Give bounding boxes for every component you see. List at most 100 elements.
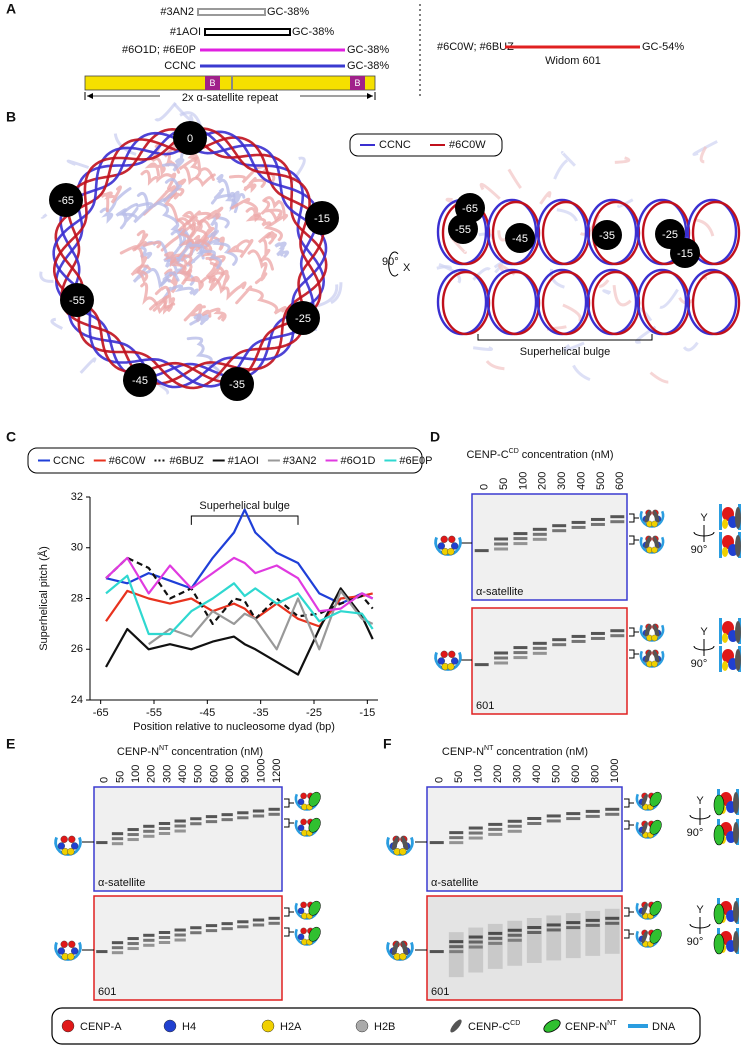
- lane-label: 0: [99, 777, 111, 783]
- histone-icon: [399, 848, 407, 856]
- gel-band: [111, 941, 124, 945]
- protein-trace: [563, 341, 585, 352]
- rotation-axis: Y: [700, 512, 708, 524]
- cenp-c-icon: [644, 623, 651, 637]
- construct-bar: [204, 28, 291, 36]
- histone-icon: [68, 835, 76, 843]
- lane-label: 50: [498, 478, 510, 490]
- legend-text: H2A: [280, 1021, 302, 1033]
- dna-trace: [52, 130, 319, 388]
- gel-band: [585, 814, 600, 818]
- gel-band: [96, 841, 108, 845]
- legend-label: #6O1D: [341, 455, 376, 467]
- series-line: [105, 574, 374, 636]
- lane-label: 400: [531, 765, 543, 783]
- protein-trace: [602, 289, 612, 295]
- protein-trace: [144, 142, 166, 177]
- position-label: -55: [69, 295, 85, 307]
- legend-text: DNA: [652, 1021, 676, 1033]
- histone-icon: [60, 835, 68, 843]
- position-label: -15: [314, 213, 330, 225]
- gel-band: [507, 933, 522, 937]
- legend-label: DNA: [652, 1021, 676, 1033]
- protein-trace: [235, 285, 287, 315]
- histone-icon: [722, 547, 728, 557]
- gel-band: [552, 638, 567, 642]
- gel-band: [585, 923, 600, 927]
- panel-label: A: [6, 1, 16, 17]
- gel-title: CENP-NNT concentration (nM): [442, 745, 588, 758]
- gel-band: [532, 646, 547, 650]
- position-label: -35: [599, 230, 615, 242]
- protein-trace: [162, 284, 199, 301]
- protein-trace: [186, 336, 221, 381]
- gel-band: [494, 547, 509, 551]
- gel-band: [488, 931, 503, 935]
- b-box-label: B: [209, 78, 215, 88]
- protein-trace: [493, 261, 504, 274]
- protein-trace: [201, 307, 227, 322]
- cenp-c-icon: [401, 835, 409, 851]
- gel-band: [590, 517, 605, 521]
- position-label: -25: [662, 229, 678, 241]
- histone-icon: [722, 633, 728, 643]
- gel-band: [268, 921, 280, 925]
- dna-coil: [591, 270, 641, 336]
- lane-label: 50: [453, 771, 465, 783]
- protein-trace: [507, 168, 522, 189]
- lane-label: 0: [434, 777, 446, 783]
- protein-trace: [154, 285, 176, 313]
- lane-label: 200: [537, 472, 549, 490]
- protein-trace: [161, 146, 185, 172]
- cenp-c-icon: [733, 901, 739, 923]
- lane-label: 100: [517, 472, 529, 490]
- legend-label: #6E0P: [399, 455, 432, 467]
- band-bracket: [624, 929, 634, 939]
- repeat-bar: [84, 75, 376, 91]
- cenp-n-icon: [713, 794, 725, 816]
- protein-trace: [178, 156, 216, 188]
- histone-icon: [651, 660, 658, 668]
- gel-band: [507, 938, 522, 942]
- gel-band: [474, 663, 489, 667]
- position-label: -45: [132, 375, 148, 387]
- rotation-label: 90°: [687, 827, 704, 839]
- protein-trace: [257, 231, 274, 271]
- legend-text: H2B: [374, 1021, 395, 1033]
- gel-band: [205, 815, 218, 819]
- gel-band: [268, 916, 280, 920]
- gel-band: [158, 822, 171, 826]
- gel-smear: [468, 927, 484, 973]
- gel-band: [468, 940, 483, 944]
- legend-icon: [450, 1019, 462, 1033]
- title-part: concentration (nM): [496, 746, 588, 758]
- dna-icon: [434, 536, 462, 556]
- y-tick-label: 26: [71, 643, 83, 655]
- tail-trace: [311, 284, 339, 309]
- gel-band: [527, 930, 542, 934]
- gel-smear: [565, 913, 581, 959]
- gel-band: [527, 821, 542, 825]
- legend-icon: [261, 1019, 275, 1033]
- gel-band: [571, 520, 586, 524]
- gel-frame: [426, 786, 623, 892]
- gel-band: [494, 651, 509, 655]
- gel-bg: [472, 608, 627, 714]
- title-part: CENP-N: [117, 746, 159, 758]
- gel-band: [449, 841, 464, 845]
- gel-band: [174, 829, 186, 833]
- position-label: -45: [512, 233, 528, 245]
- protein-trace: [699, 146, 708, 164]
- lane-label: 50: [114, 771, 126, 783]
- legend-label: CCNC: [53, 455, 85, 467]
- gel-band: [546, 819, 561, 823]
- histone-icon: [448, 535, 456, 543]
- dna-coil: [536, 268, 588, 336]
- histone-icon: [297, 907, 305, 915]
- histone-icon: [447, 663, 455, 671]
- gel-band: [468, 826, 483, 830]
- protein-trace: [243, 176, 266, 193]
- gel-smear: [448, 932, 464, 978]
- gel-band: [111, 837, 124, 841]
- protein-trace: [99, 187, 132, 224]
